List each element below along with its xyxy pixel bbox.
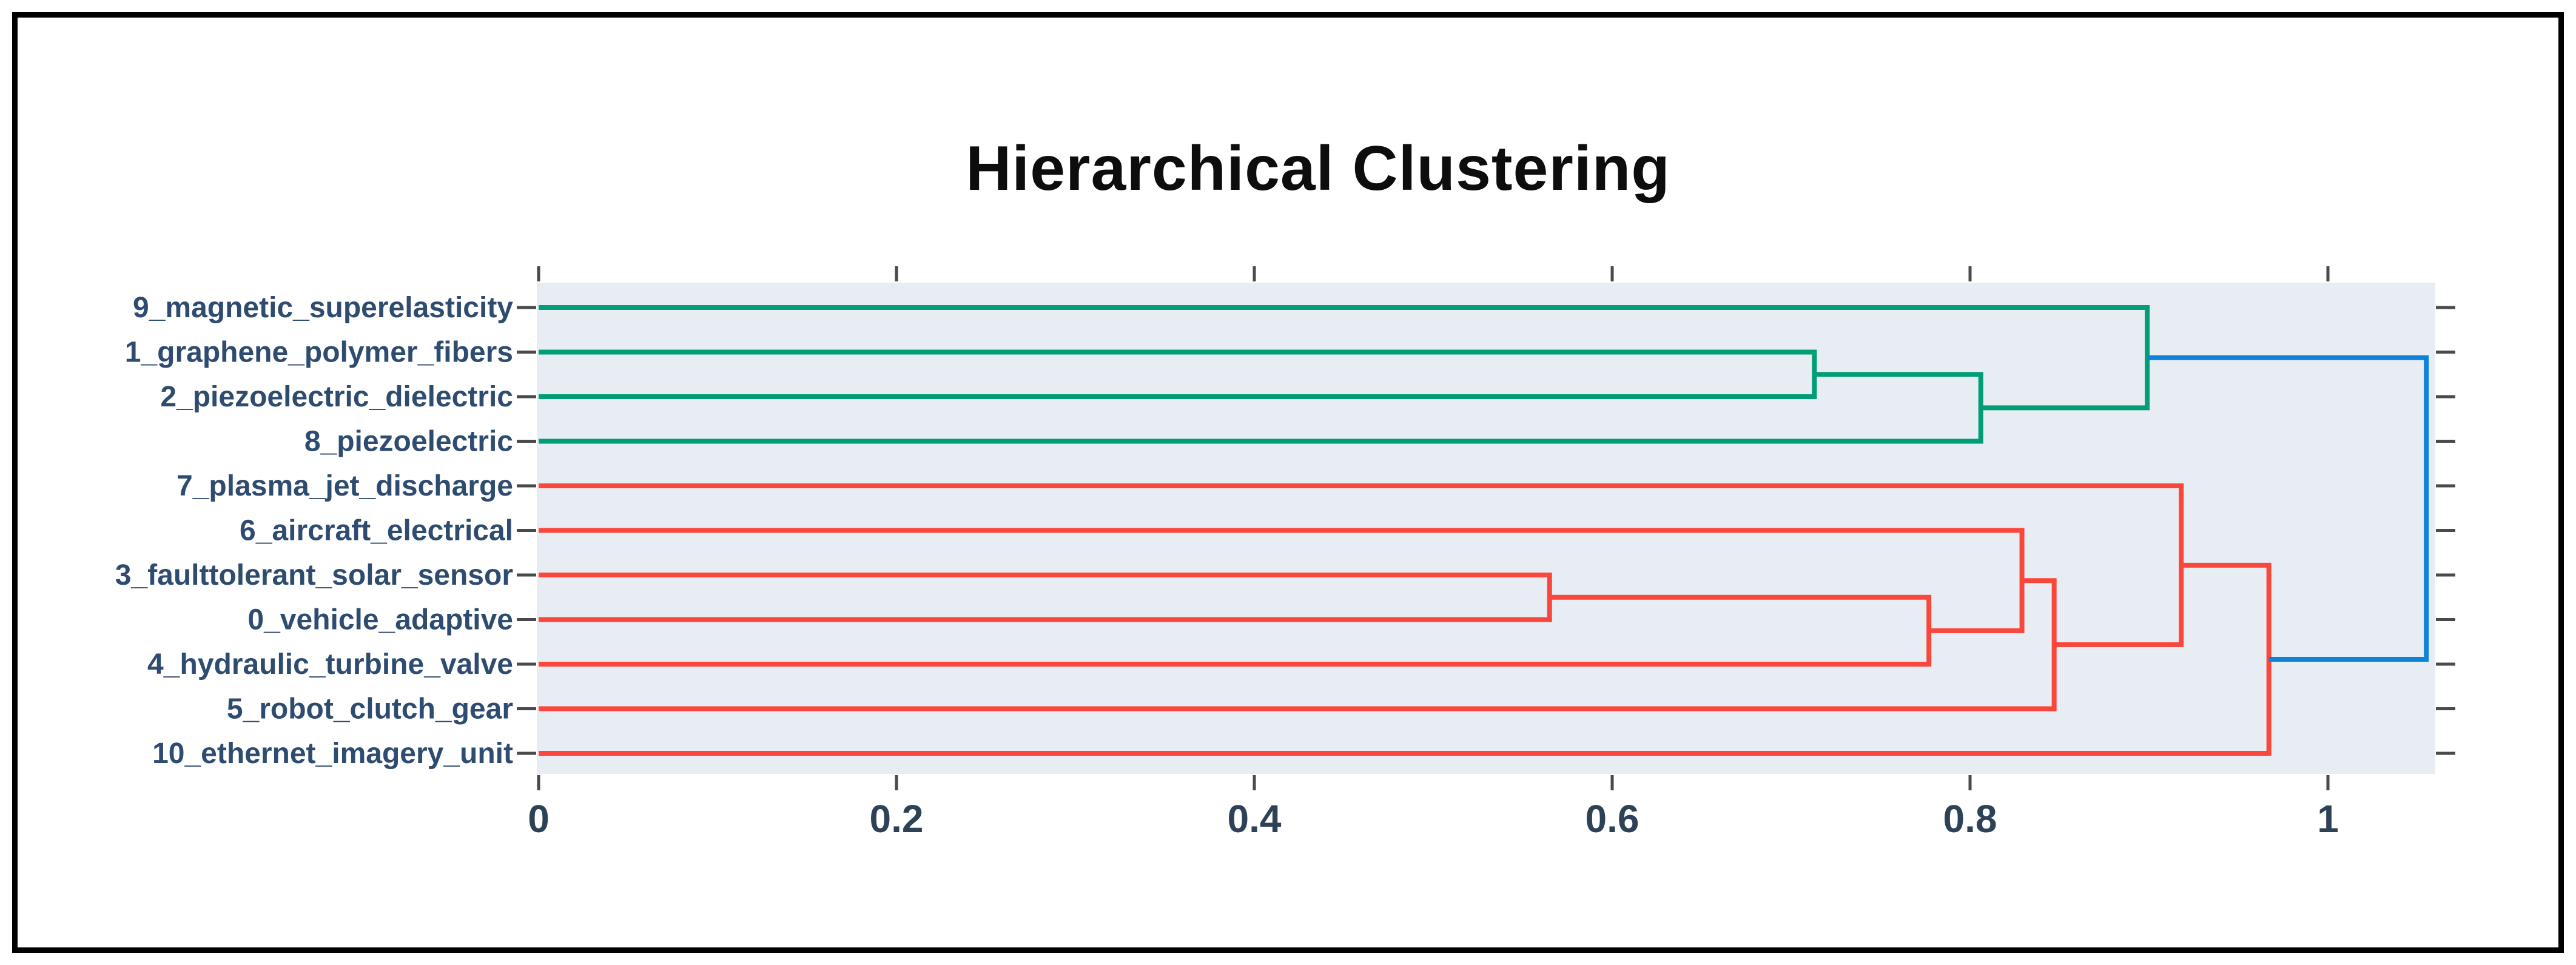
- leaf-label: 7_plasma_jet_discharge: [177, 470, 513, 502]
- leaf-label: 1_graphene_polymer_fibers: [125, 337, 513, 369]
- chart-title: Hierarchical Clustering: [966, 133, 1670, 204]
- leaf-label: 3_faulttolerant_solar_sensor: [115, 559, 513, 591]
- x-tick-label: 0: [528, 797, 550, 841]
- leaf-label: 0_vehicle_adaptive: [247, 604, 513, 636]
- leaf-label: 4_hydraulic_turbine_valve: [147, 648, 513, 681]
- dendrogram-link-blue: [2147, 355, 2429, 662]
- leaf-label: 5_robot_clutch_gear: [227, 693, 513, 725]
- leaf-label: 10_ethernet_imagery_unit: [152, 738, 513, 770]
- leaf-label: 9_magnetic_superelasticity: [133, 292, 513, 324]
- leaf-label: 6_aircraft_electrical: [240, 515, 513, 547]
- leaf-label: 2_piezoelectric_dielectric: [160, 381, 513, 413]
- x-tick-label: 0.4: [1228, 797, 1282, 841]
- x-tick-label: 0.8: [1943, 797, 1997, 841]
- x-tick-label: 0.6: [1586, 797, 1639, 841]
- leaf-label: 8_piezoelectric: [304, 426, 513, 458]
- x-tick-label: 0.2: [870, 797, 924, 841]
- x-tick-label: 1: [2317, 797, 2339, 841]
